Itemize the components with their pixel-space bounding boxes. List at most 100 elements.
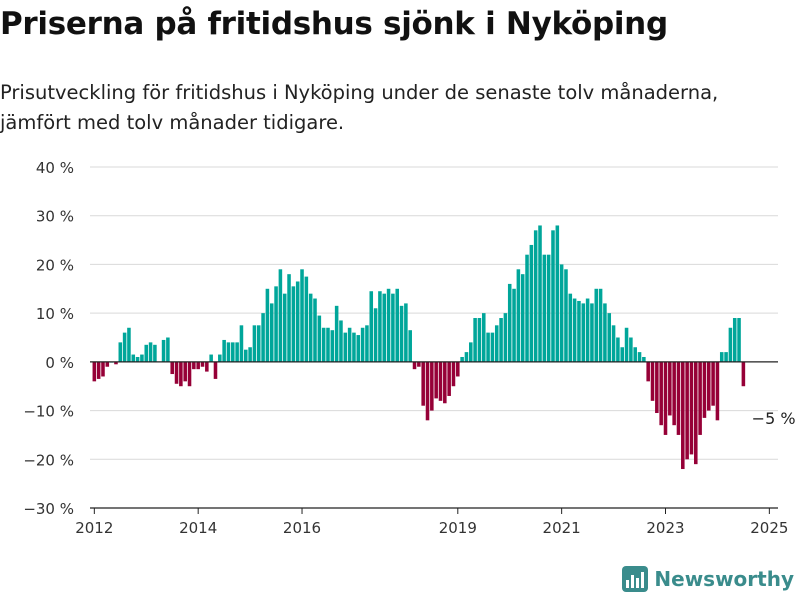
chart-title: Priserna på fritidshus sjönk i Nyköping [0, 6, 668, 42]
bar [252, 325, 257, 362]
bar [451, 361, 456, 387]
bar [430, 361, 434, 411]
x-tick-label: 2016 [283, 519, 321, 537]
bar [473, 318, 477, 362]
bar [533, 230, 538, 362]
brand-name: Newsworthy [654, 567, 794, 591]
bar [438, 361, 443, 401]
bar [728, 327, 733, 362]
bar [642, 356, 646, 362]
bar [274, 286, 278, 362]
bar [222, 339, 226, 362]
bar [434, 361, 438, 399]
x-tick-label: 2023 [646, 519, 684, 537]
bar [256, 325, 261, 362]
bar [499, 318, 503, 362]
bar [512, 288, 516, 362]
bar [538, 225, 542, 362]
x-tick-label: 2019 [439, 519, 477, 537]
bar [218, 354, 222, 362]
bar-chart-logo-icon [622, 566, 649, 592]
bar [481, 313, 486, 362]
bar [231, 342, 235, 362]
bar [140, 354, 144, 362]
bar [659, 361, 663, 426]
bar [378, 291, 382, 362]
bar [153, 344, 157, 362]
bar [603, 303, 607, 362]
bar [144, 344, 149, 362]
x-tick-label: 2025 [750, 519, 788, 537]
bar [317, 315, 322, 362]
bar [715, 361, 720, 421]
bar [668, 361, 672, 416]
bar [313, 298, 317, 362]
bar [235, 342, 239, 362]
bar [382, 293, 387, 362]
bar [706, 361, 711, 411]
bar [347, 327, 352, 362]
bar [244, 349, 248, 362]
bar [486, 332, 490, 362]
bar [291, 286, 296, 362]
bar [339, 320, 343, 362]
bar [724, 352, 728, 362]
bar [131, 354, 136, 362]
bar [261, 313, 265, 362]
bar [399, 305, 404, 362]
bar [369, 291, 374, 362]
bar [568, 293, 573, 362]
bar [170, 361, 174, 375]
bar [174, 361, 179, 384]
bar [213, 361, 218, 379]
bar [122, 332, 127, 362]
y-axis-labels: −30 % −20 % −10 % 0 % 10 % 20 % 30 % 40 % [23, 159, 74, 518]
bar [711, 361, 715, 406]
bar [179, 361, 183, 387]
bar [516, 269, 521, 362]
bar [417, 361, 421, 367]
bar [226, 342, 231, 362]
bar [685, 361, 689, 460]
bar [304, 276, 309, 362]
bar [187, 361, 192, 387]
bar [672, 361, 676, 426]
bar [633, 347, 637, 362]
bar [118, 342, 123, 362]
bar [114, 361, 118, 365]
bar [637, 352, 642, 362]
last-value-annotation: −5 % [752, 409, 796, 428]
bars [92, 225, 746, 470]
bar [148, 342, 153, 362]
bar [373, 308, 378, 362]
y-tick-label: −20 % [23, 451, 74, 469]
bar [326, 327, 330, 362]
bar [469, 342, 473, 362]
y-tick-label: 20 % [36, 256, 74, 274]
bar [650, 361, 655, 401]
y-tick-label: 10 % [36, 305, 74, 323]
bar [737, 318, 741, 362]
bar [391, 293, 395, 362]
y-tick-label: −10 % [23, 403, 74, 421]
bar [330, 330, 335, 362]
bar [681, 361, 685, 470]
bar [352, 332, 356, 362]
x-tick-label: 2012 [75, 519, 113, 537]
bar [620, 347, 624, 362]
bar [295, 281, 300, 362]
bar [676, 361, 681, 435]
bar [607, 313, 612, 362]
y-tick-label: 30 % [36, 208, 74, 226]
bar [503, 313, 508, 362]
bar [732, 318, 737, 362]
bar [395, 288, 399, 362]
bar [192, 361, 196, 370]
bar [456, 361, 460, 377]
chart-subtitle: Prisutveckling för fritidshus i Nyköping… [0, 81, 719, 134]
bar [572, 298, 577, 362]
bar [494, 325, 499, 362]
bar [624, 327, 629, 362]
bar [542, 254, 547, 362]
bar [594, 288, 599, 362]
